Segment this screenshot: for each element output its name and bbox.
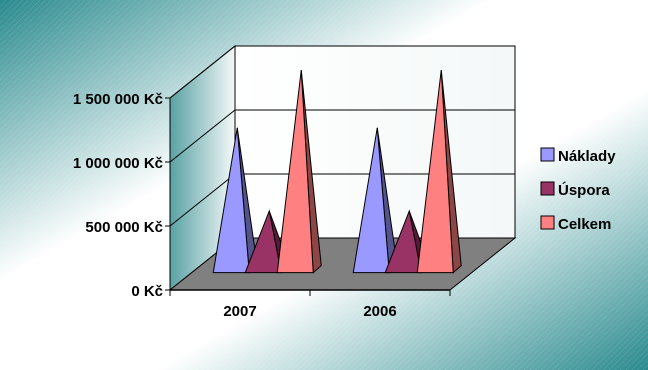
y-tick-label: 0 Kč: [131, 283, 163, 300]
gridline-side: [169, 109, 236, 163]
pyramid-Náklady-2006: [352, 127, 398, 274]
pyramid-Náklady-2007: [212, 127, 258, 274]
gridline-side: [169, 45, 236, 99]
legend: Náklady Úspora Celkem: [540, 147, 616, 233]
y-axis-tick-labels: 0 Kč 500 000 Kč 1 000 000 Kč 1 500 000 Kč: [73, 91, 163, 300]
legend-swatch: [540, 215, 555, 230]
plot-area: [165, 44, 517, 296]
legend-label: Celkem: [558, 216, 611, 233]
pyramid-Celkem-2007: [276, 70, 322, 274]
legend-label: Náklady: [558, 148, 616, 165]
legend-swatch: [540, 181, 555, 196]
gridline-side: [169, 173, 236, 227]
pyramid-Celkem-2006: [416, 70, 462, 274]
x-axis-tick-labels: 2007 2006: [223, 303, 396, 320]
y-tick-label: 1 000 000 Kč: [73, 155, 163, 172]
x-tick-label: 2007: [223, 303, 256, 320]
x-tick-label: 2006: [363, 303, 396, 320]
y-tick-label: 500 000 Kč: [85, 219, 163, 236]
legend-swatch: [540, 147, 555, 162]
legend-label: Úspora: [558, 181, 610, 199]
y-tick-label: 1 500 000 Kč: [73, 91, 163, 108]
